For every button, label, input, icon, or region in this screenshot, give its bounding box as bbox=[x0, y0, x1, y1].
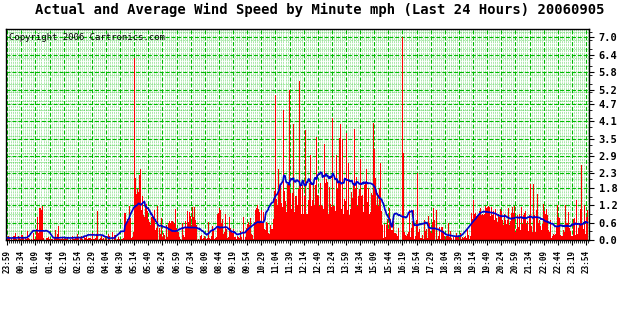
Text: Copyright 2006 Cartronics.com: Copyright 2006 Cartronics.com bbox=[10, 33, 165, 42]
Text: Actual and Average Wind Speed by Minute mph (Last 24 Hours) 20060905: Actual and Average Wind Speed by Minute … bbox=[35, 3, 605, 17]
